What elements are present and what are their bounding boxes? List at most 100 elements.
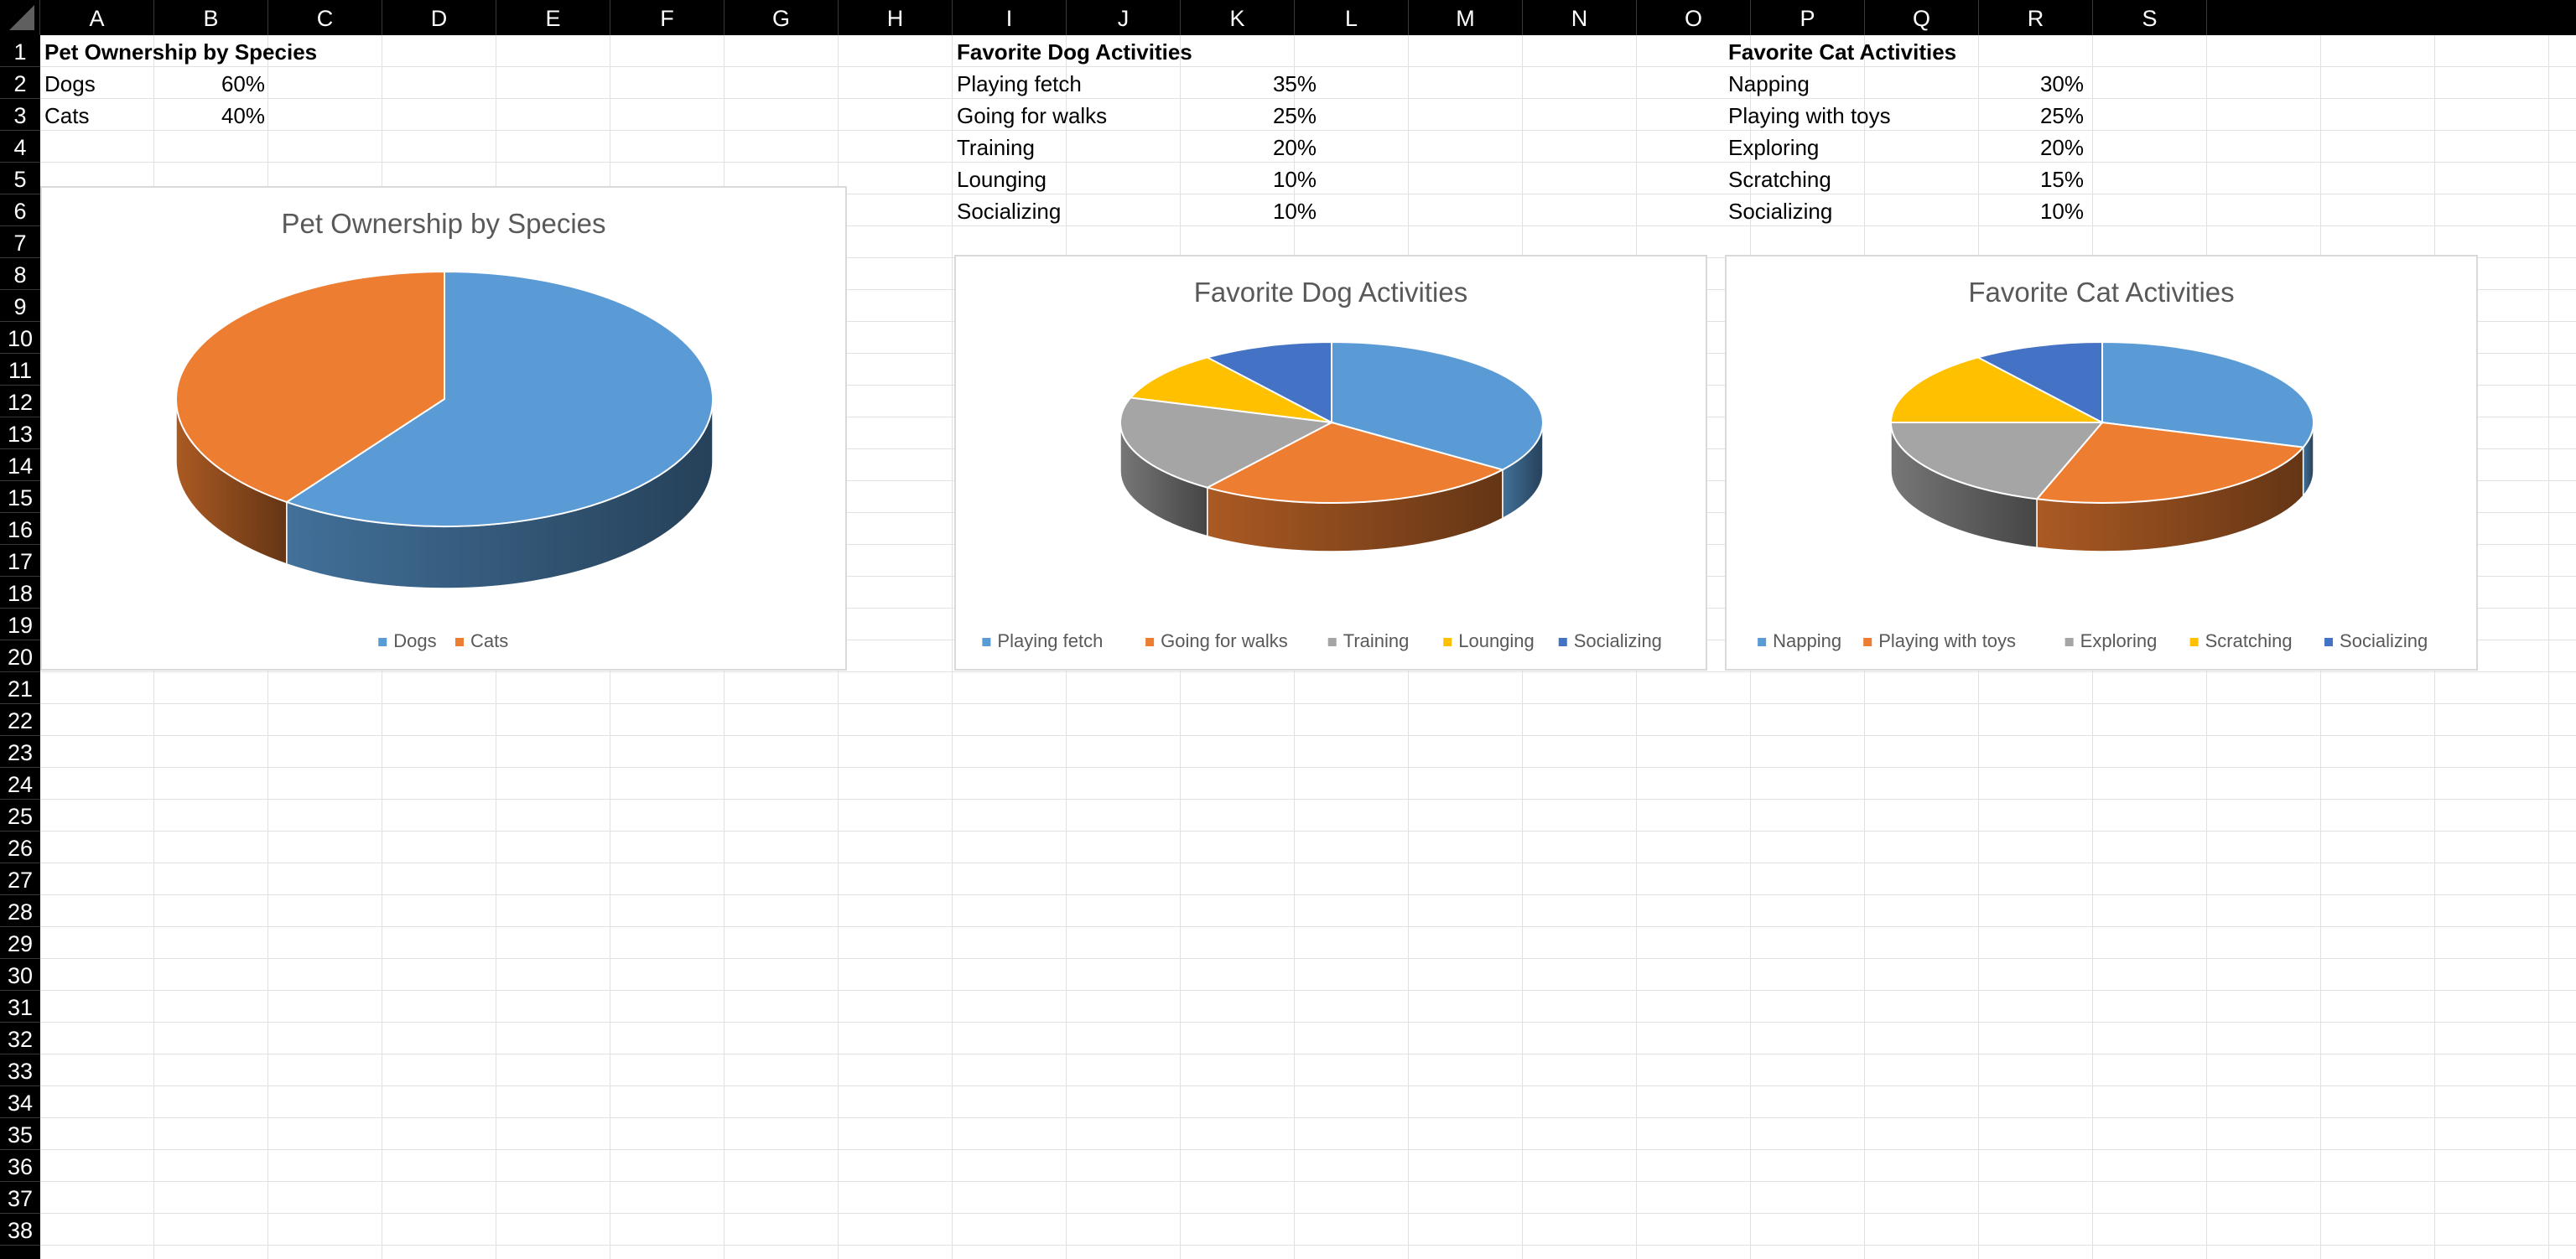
column-header[interactable]: Q [1865, 0, 1979, 35]
row-header[interactable]: 9 [0, 290, 40, 322]
cell-species-label[interactable]: Dogs [44, 71, 96, 96]
legend-label[interactable]: Playing fetch [997, 630, 1103, 651]
column-header[interactable]: R [1979, 0, 2093, 35]
legend-label[interactable]: Playing with toys [1878, 630, 2016, 651]
cell-cat-label[interactable]: Socializing [1728, 199, 1833, 224]
column-header[interactable]: M [1409, 0, 1523, 35]
cell-dog-label[interactable]: Playing fetch [957, 71, 1082, 96]
legend-label[interactable]: Lounging [1458, 630, 1535, 651]
cell-dog-value[interactable]: 20% [1272, 135, 1317, 160]
legend-label[interactable]: Socializing [1574, 630, 1662, 651]
row-header[interactable]: 1 [0, 35, 40, 67]
cell-dog-label[interactable]: Going for walks [957, 103, 1108, 128]
row-header[interactable]: 28 [0, 895, 40, 927]
column-header[interactable]: A [40, 0, 154, 35]
pie-slice[interactable] [2101, 340, 2314, 448]
row-header[interactable]: 3 [0, 99, 40, 131]
column-header[interactable]: K [1181, 0, 1295, 35]
row-header[interactable]: 2 [0, 67, 40, 99]
pie-slice[interactable] [1119, 396, 1335, 489]
pie-slice[interactable] [1129, 356, 1332, 423]
cell-cat-value[interactable]: 20% [2039, 135, 2084, 160]
cell-cat-value[interactable]: 15% [2039, 167, 2084, 192]
column-header[interactable]: H [839, 0, 953, 35]
cell-dog-label[interactable]: Training [957, 135, 1035, 160]
column-header[interactable]: N [1523, 0, 1637, 35]
row-header[interactable]: 29 [0, 927, 40, 959]
column-header[interactable]: F [610, 0, 724, 35]
row-header[interactable]: 19 [0, 609, 40, 640]
row-header[interactable]: 31 [0, 991, 40, 1023]
pie-slice[interactable] [1331, 340, 1544, 471]
pie-slice[interactable] [175, 270, 445, 504]
row-header[interactable]: 4 [0, 131, 40, 163]
cell-cat-label[interactable]: Scratching [1728, 167, 1831, 192]
column-header[interactable]: E [496, 0, 610, 35]
table-header-species[interactable]: Pet Ownership by Species [44, 39, 318, 65]
chart-pet-ownership[interactable]: Pet Ownership by Species Dogs Cats [40, 186, 847, 671]
cell-species-value[interactable]: 60% [221, 71, 265, 96]
table-header-cat[interactable]: Favorite Cat Activities [1728, 39, 1957, 65]
row-header[interactable]: 20 [0, 640, 40, 672]
row-header[interactable]: 14 [0, 449, 40, 481]
cell-dog-value[interactable]: 10% [1272, 199, 1317, 224]
row-header[interactable]: 32 [0, 1023, 40, 1054]
legend-label[interactable]: Scratching [2205, 630, 2293, 651]
row-header[interactable]: 23 [0, 736, 40, 768]
column-header[interactable]: C [268, 0, 382, 35]
row-header[interactable]: 25 [0, 800, 40, 832]
row-header[interactable]: 26 [0, 832, 40, 863]
column-header[interactable]: O [1637, 0, 1751, 35]
cell-dog-value[interactable]: 25% [1272, 103, 1317, 128]
cell-cat-label[interactable]: Exploring [1728, 135, 1820, 160]
cell-cat-value[interactable]: 30% [2039, 71, 2084, 96]
cell-cat-value[interactable]: 10% [2039, 199, 2084, 224]
pie-slice[interactable] [1889, 356, 2103, 423]
column-header[interactable]: P [1751, 0, 1865, 35]
row-header[interactable]: 36 [0, 1150, 40, 1182]
select-all-corner[interactable] [0, 0, 40, 35]
pie-slice[interactable] [2035, 421, 2305, 504]
row-header[interactable]: 17 [0, 545, 40, 577]
column-header[interactable]: L [1295, 0, 1409, 35]
row-header[interactable]: 12 [0, 386, 40, 417]
legend-label[interactable]: Exploring [2080, 630, 2158, 651]
row-header[interactable]: 34 [0, 1086, 40, 1118]
pie-slice[interactable] [1205, 421, 1505, 505]
row-header[interactable]: 16 [0, 513, 40, 545]
cell-species-value[interactable]: 40% [221, 103, 265, 128]
table-header-dog[interactable]: Favorite Dog Activities [957, 39, 1192, 65]
legend-label[interactable]: Napping [1773, 630, 1841, 651]
legend-label[interactable]: Cats [470, 630, 508, 651]
row-header[interactable]: 37 [0, 1182, 40, 1214]
chart-cat-activities[interactable]: Favorite Cat Activities Napping Playing wi… [1725, 255, 2478, 671]
column-header[interactable]: G [724, 0, 839, 35]
column-header[interactable]: S [2093, 0, 2207, 35]
row-header[interactable]: 24 [0, 768, 40, 800]
row-header[interactable]: 13 [0, 417, 40, 449]
pie-slice[interactable] [1976, 340, 2103, 424]
row-header[interactable]: 6 [0, 194, 40, 226]
cell-dog-label[interactable]: Socializing [957, 199, 1062, 224]
row-header[interactable]: 5 [0, 163, 40, 194]
row-header[interactable]: 27 [0, 863, 40, 895]
chart-title[interactable]: Favorite Dog Activities [1194, 277, 1467, 308]
row-header[interactable]: 21 [0, 672, 40, 704]
row-header[interactable]: 33 [0, 1054, 40, 1086]
row-header[interactable]: 7 [0, 226, 40, 258]
row-header[interactable]: 8 [0, 258, 40, 290]
legend-label[interactable]: Socializing [2340, 630, 2428, 651]
row-header[interactable]: 11 [0, 354, 40, 386]
row-header[interactable]: 38 [0, 1214, 40, 1246]
chart-dog-activities[interactable]: Favorite Dog Activities Playing fetch Goin… [954, 255, 1707, 671]
row-header[interactable]: 30 [0, 959, 40, 991]
column-header[interactable]: I [953, 0, 1067, 35]
cell-dog-label[interactable]: Lounging [957, 167, 1046, 192]
chart-title[interactable]: Favorite Cat Activities [1968, 277, 2234, 308]
legend-label[interactable]: Going for walks [1161, 630, 1288, 651]
row-header[interactable]: 15 [0, 481, 40, 513]
cell-species-label[interactable]: Cats [44, 103, 90, 128]
row-header[interactable]: 18 [0, 577, 40, 609]
legend-label[interactable]: Dogs [393, 630, 436, 651]
column-header[interactable]: J [1067, 0, 1181, 35]
